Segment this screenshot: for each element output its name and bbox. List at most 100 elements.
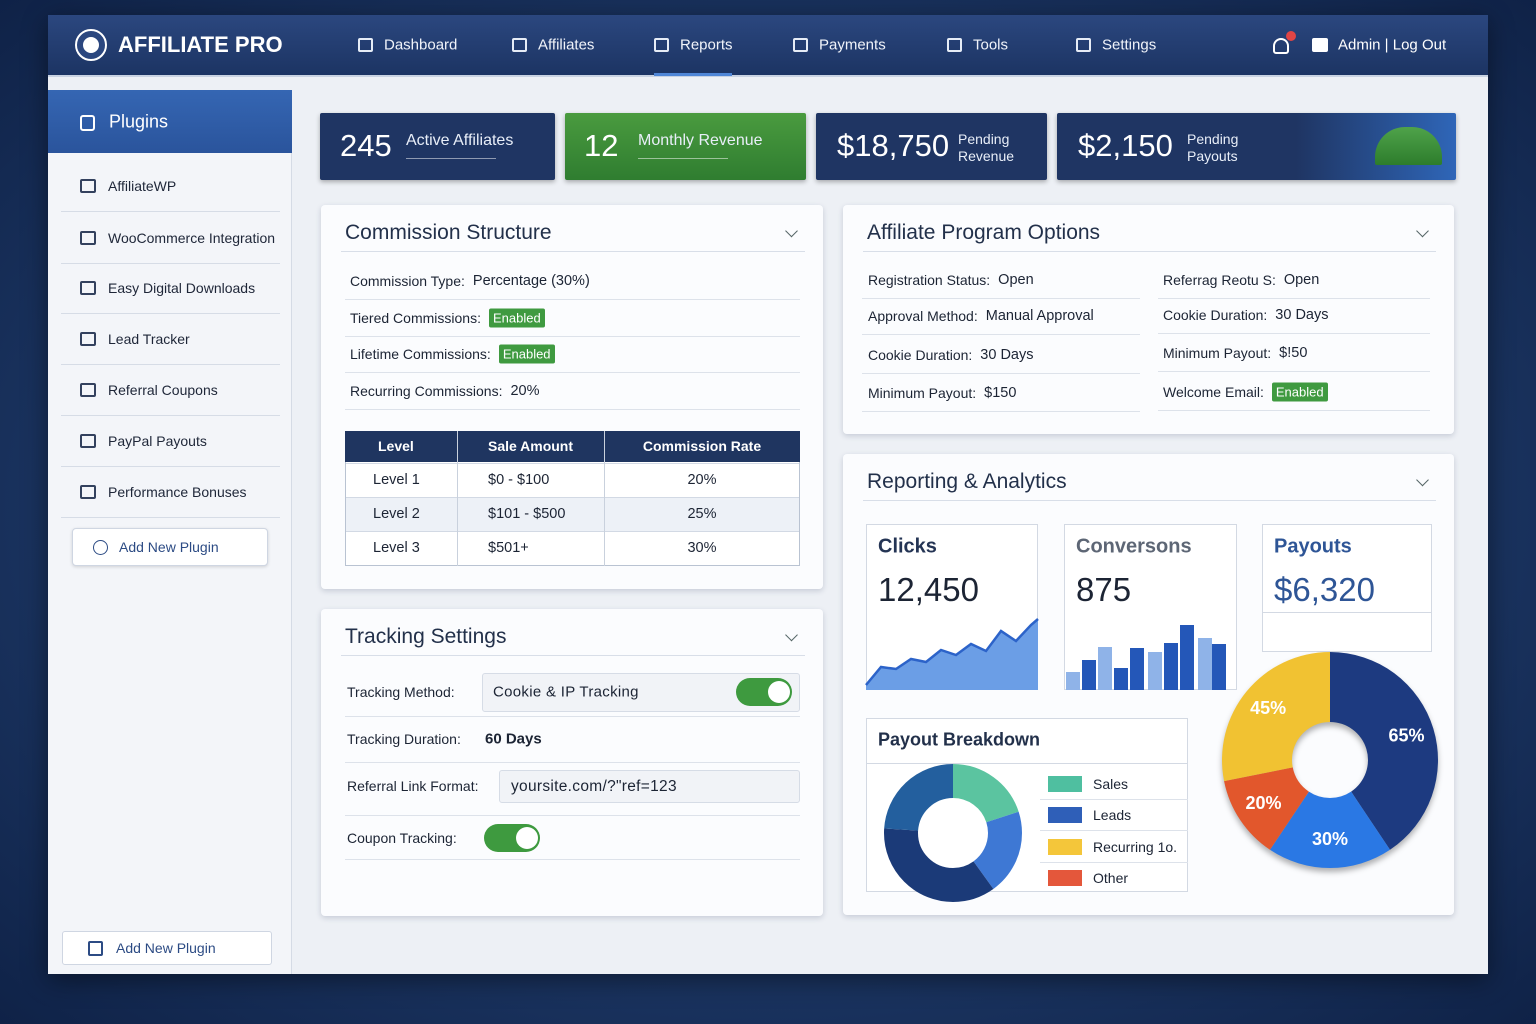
table-row — [346, 463, 799, 497]
donut-segment — [884, 764, 1022, 902]
stat-illustration — [1375, 127, 1442, 165]
stat-card — [816, 113, 1047, 180]
plugin-item[interactable]: PayPal Payouts — [108, 433, 207, 449]
separator — [61, 517, 280, 518]
field-value: 20% — [510, 383, 540, 399]
nav-active-indicator — [654, 73, 732, 76]
separator — [345, 409, 800, 410]
field-value: $150 — [984, 385, 1017, 401]
stat-label: Pending Payouts — [1187, 131, 1239, 164]
title-divider — [341, 655, 805, 656]
nav-link[interactable]: Payments — [819, 36, 886, 54]
separator — [345, 859, 800, 860]
legend-swatch — [1048, 776, 1082, 792]
table-row — [346, 531, 799, 565]
field-value: Percentage (30%) — [472, 273, 590, 289]
nav-icon[interactable] — [1076, 38, 1091, 52]
panel-title: Reporting & Analytics — [867, 470, 1067, 493]
legend-swatch — [1048, 870, 1082, 886]
decorative-bar — [1212, 644, 1226, 690]
footer-button-label[interactable]: Add New Plugin — [116, 940, 216, 956]
account-icon[interactable] — [1312, 38, 1328, 52]
title-divider — [863, 500, 1436, 501]
field-label: Minimum Payout: — [1163, 345, 1272, 361]
decorative-bar — [1066, 672, 1080, 690]
nav-icon[interactable] — [947, 38, 962, 52]
brand-name: AFFILIATE PRO — [118, 32, 283, 57]
field-value: yoursite.com/?"ref=123 — [511, 778, 677, 795]
field-label: Referral Link Format: — [347, 778, 479, 794]
separator — [61, 263, 280, 264]
notification-icon[interactable] — [1273, 38, 1289, 54]
small-donut — [884, 764, 1022, 902]
legend-swatch — [1048, 807, 1082, 823]
separator — [1158, 298, 1430, 299]
pie-slice — [1330, 652, 1438, 850]
separator — [345, 762, 800, 763]
decorative-bar — [1180, 625, 1194, 690]
separator — [345, 299, 800, 300]
table-cell: Level 3 — [373, 540, 420, 556]
nav-icon[interactable] — [358, 38, 373, 52]
legend-label: Sales — [1093, 776, 1129, 792]
table-header-cell: Level — [378, 438, 414, 454]
table-header-cell: Sale Amount — [487, 438, 574, 454]
account-link[interactable]: Admin | Log Out — [1338, 36, 1447, 54]
metric-value: 875 — [1076, 571, 1132, 608]
field-label: Minimum Payout: — [868, 385, 977, 401]
panel-title: Commission Structure — [345, 221, 552, 244]
nav-link[interactable]: Reports — [680, 36, 733, 54]
field-label: Welcome Email: — [1163, 384, 1264, 400]
plugin-item[interactable]: Performance Bonuses — [108, 484, 247, 500]
stat-value: 12 — [584, 128, 619, 163]
text-input[interactable] — [499, 770, 800, 803]
pie-slice — [1269, 791, 1391, 868]
plugin-item[interactable]: AffiliateWP — [108, 178, 177, 194]
nav-link[interactable]: Dashboard — [384, 36, 458, 54]
decorative-bar — [1114, 668, 1128, 690]
metric-label: Conversons — [1076, 535, 1192, 558]
plugin-icon — [80, 485, 96, 499]
nav-link[interactable]: Tools — [973, 36, 1009, 54]
table-row — [346, 497, 799, 531]
field-value: 60 Days — [485, 730, 542, 748]
separator — [345, 716, 800, 717]
field-value: 30 Days — [980, 347, 1034, 363]
plugin-item[interactable]: WooCommerce Integration — [108, 230, 276, 246]
separator — [862, 334, 1140, 335]
stat-value: $18,750 — [837, 128, 950, 163]
table-header-cell: Commission Rate — [642, 438, 762, 454]
table-cell: 25% — [687, 506, 717, 522]
plugin-item[interactable]: Lead Tracker — [108, 331, 190, 347]
field-label: Commission Type: — [350, 273, 465, 289]
field-label: Tracking Duration: — [347, 731, 461, 747]
field-label: Approval Method: — [868, 308, 978, 324]
stat-card — [565, 113, 806, 180]
nav-icon[interactable] — [654, 38, 669, 52]
stat-value: $2,150 — [1078, 128, 1173, 163]
add-plugin-label[interactable]: Add New Plugin — [119, 539, 219, 555]
table-header — [345, 431, 800, 462]
table-cell: 20% — [687, 472, 717, 488]
plugin-item[interactable]: Easy Digital Downloads — [108, 280, 256, 296]
table-cell: $0 - $100 — [488, 472, 550, 488]
plugin-item[interactable]: Referral Coupons — [108, 382, 218, 398]
nav-icon[interactable] — [793, 38, 808, 52]
plugin-icon — [80, 281, 96, 295]
stat-card — [320, 113, 555, 180]
sidebar-title: Plugins — [109, 111, 169, 132]
metric-value: $6,320 — [1274, 571, 1375, 608]
nav-link[interactable]: Affiliates — [538, 36, 595, 54]
footer-button[interactable] — [62, 931, 272, 965]
nav-link[interactable]: Settings — [1102, 36, 1157, 54]
sidebar-header — [48, 90, 292, 153]
legend-swatch — [1048, 839, 1082, 855]
slice-label: 30% — [1312, 829, 1348, 849]
nav-icon[interactable] — [512, 38, 527, 52]
plugin-icon — [80, 332, 96, 346]
stat-underline — [638, 158, 728, 159]
decorative-bar — [1082, 660, 1096, 690]
separator — [1262, 612, 1432, 613]
toggle-knob — [516, 827, 538, 849]
